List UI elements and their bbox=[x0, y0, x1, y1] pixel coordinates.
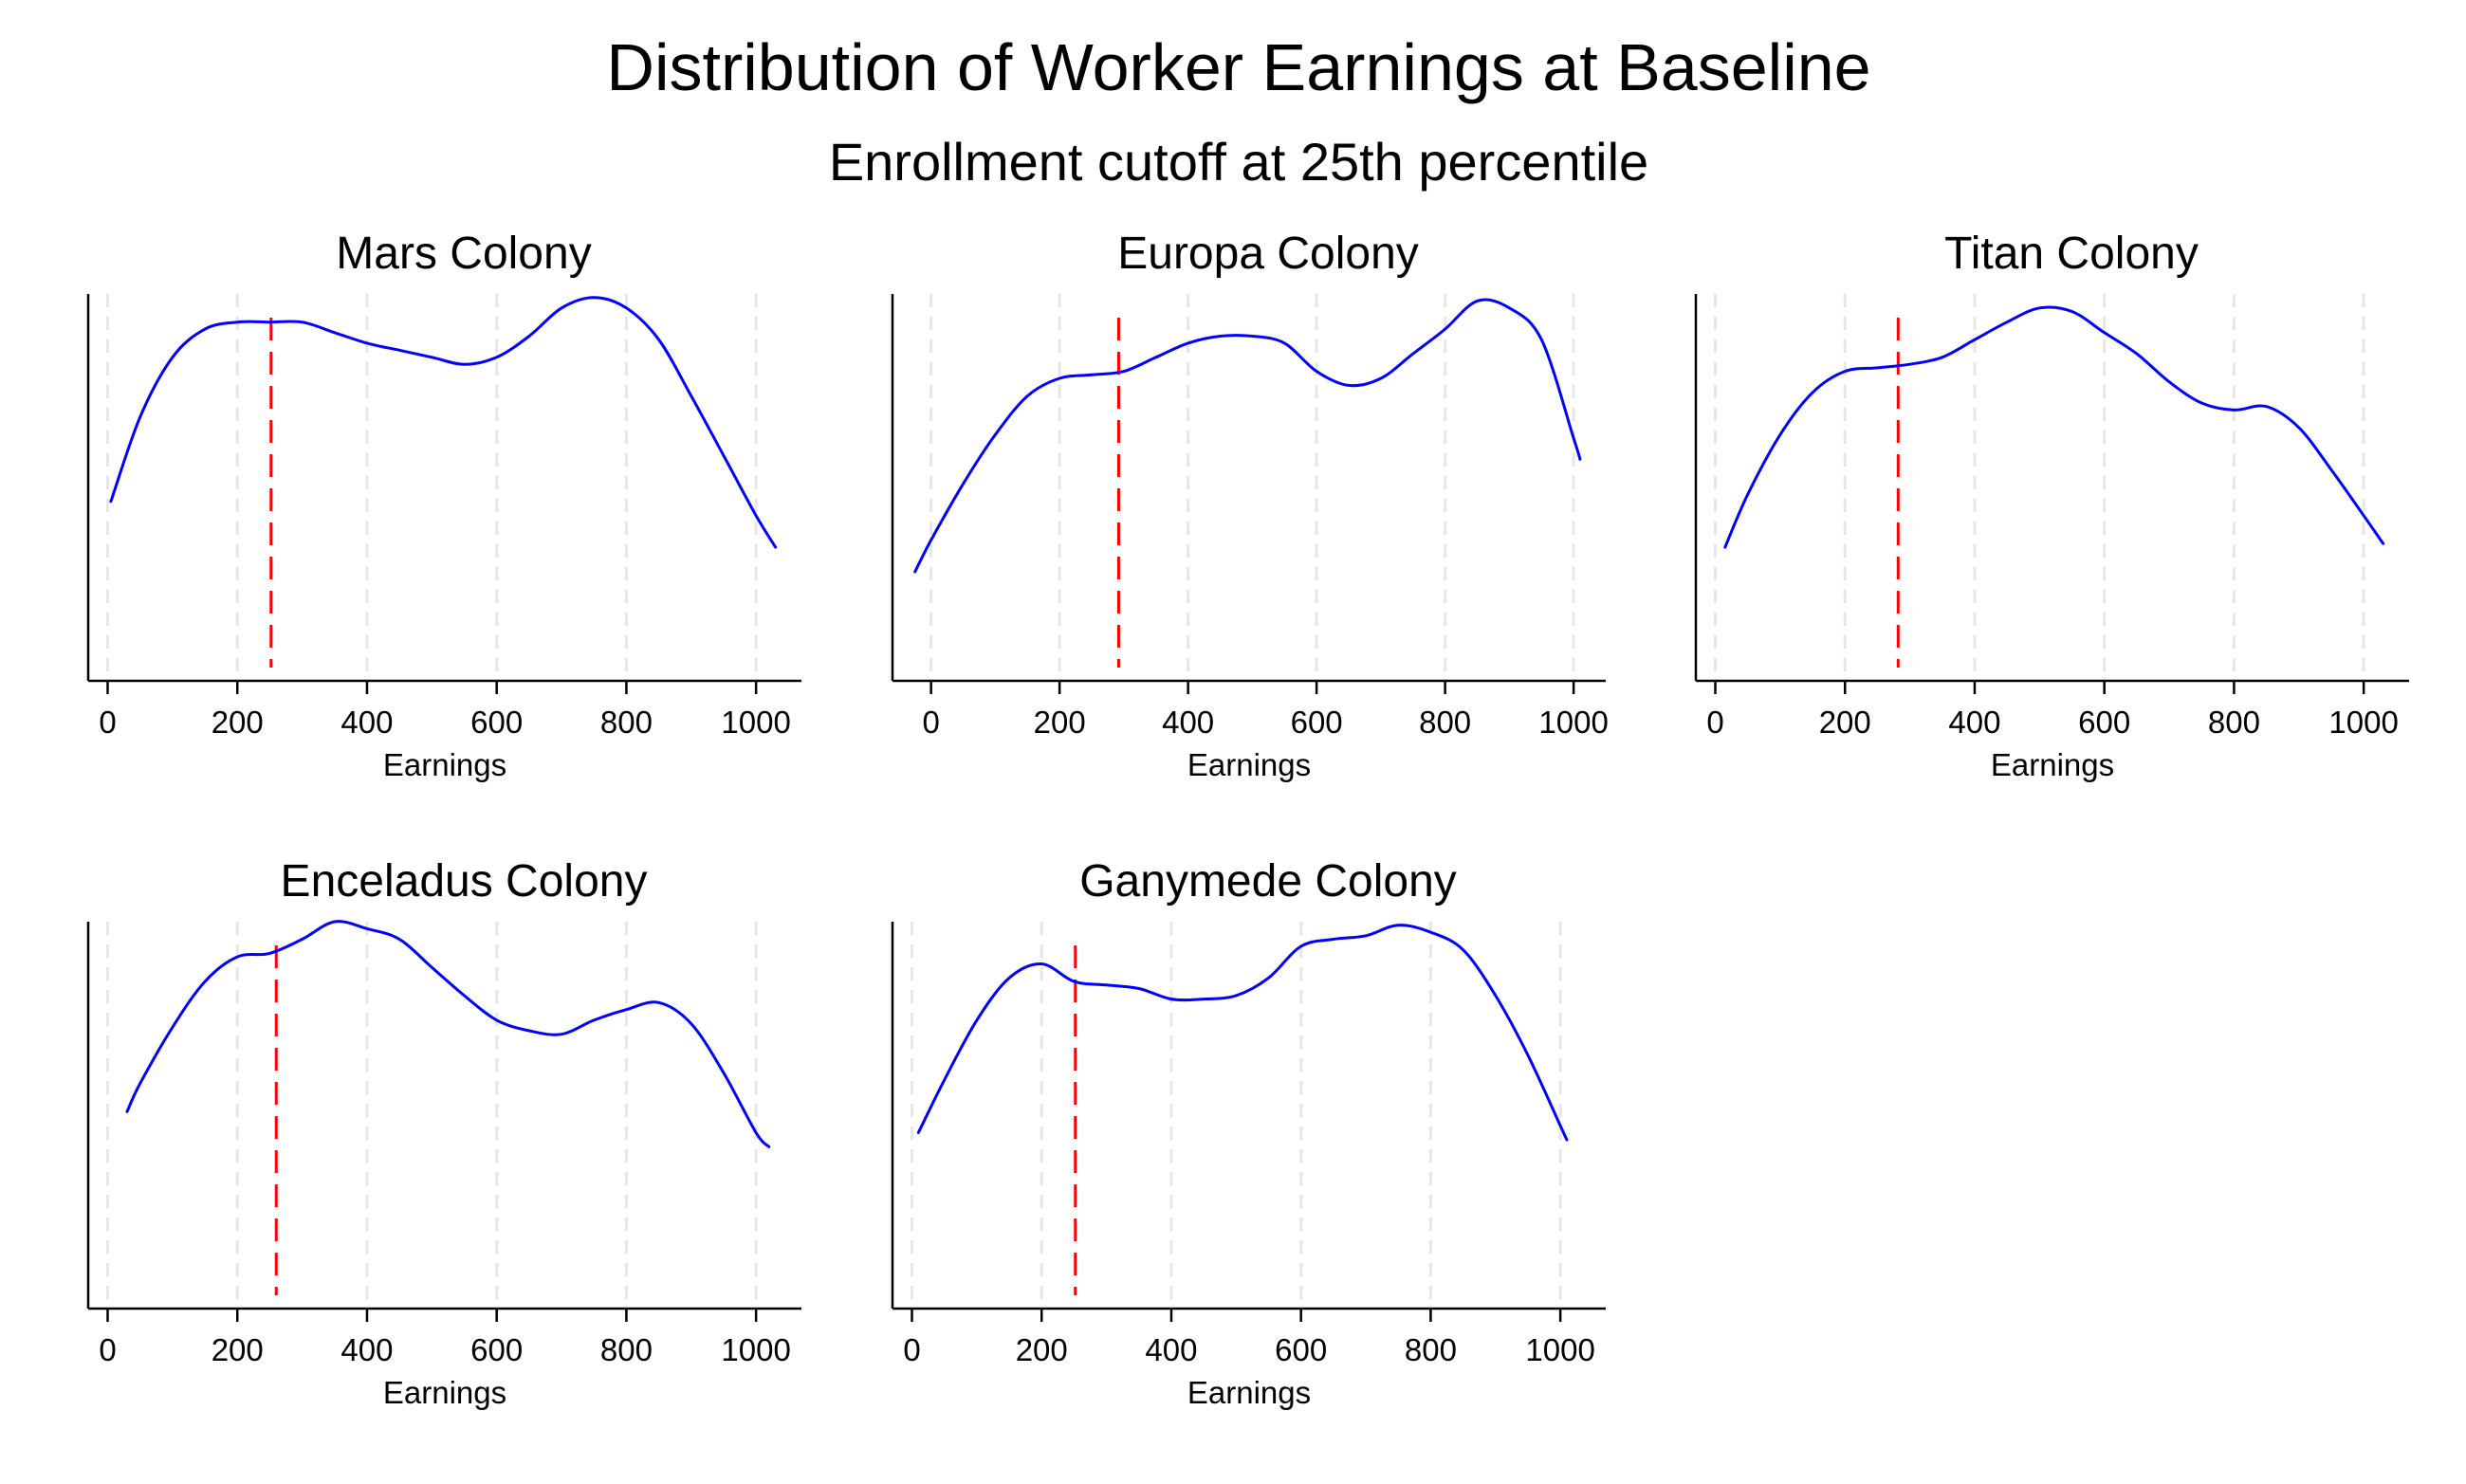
panel-titan: Titan Colony 0 200 400 600 800 1000 Earnings bbox=[1694, 229, 2409, 782]
x-tick-label: 200 bbox=[1034, 705, 1086, 740]
x-tick-label: 0 bbox=[99, 705, 116, 740]
x-tick-label: 1000 bbox=[721, 705, 790, 740]
x-tick-label: 800 bbox=[600, 1332, 653, 1367]
x-tick-label: 600 bbox=[470, 1332, 523, 1367]
density-line bbox=[109, 296, 778, 549]
x-tick-label: 1000 bbox=[721, 1332, 790, 1367]
x-tick-label: 600 bbox=[2078, 705, 2130, 740]
panel-title-europa: Europa Colony bbox=[1117, 229, 1419, 279]
x-tick-label: 1000 bbox=[2328, 705, 2398, 740]
x-axis-label: Earnings bbox=[1187, 747, 1311, 782]
x-tick-label: 400 bbox=[1162, 705, 1214, 740]
x-tick-label: 0 bbox=[922, 705, 939, 740]
x-tick-label: 800 bbox=[1419, 705, 1471, 740]
x-tick-label: 600 bbox=[470, 705, 523, 740]
x-tick-label: 1000 bbox=[1525, 1332, 1594, 1367]
panel-title-titan: Titan Colony bbox=[1944, 229, 2199, 279]
x-tick-label: 1000 bbox=[1538, 705, 1608, 740]
x-tick-label: 800 bbox=[1405, 1332, 1457, 1367]
panel-title-mars: Mars Colony bbox=[336, 229, 591, 279]
x-tick-label: 800 bbox=[600, 705, 653, 740]
x-tick-label: 600 bbox=[1291, 705, 1343, 740]
x-tick-label: 0 bbox=[1706, 705, 1723, 740]
x-axis-label: Earnings bbox=[1991, 747, 2114, 782]
figure-title: Distribution of Worker Earnings at Basel… bbox=[606, 30, 1870, 104]
x-tick-label: 200 bbox=[1819, 705, 1871, 740]
panel-title-enceladus: Enceladus Colony bbox=[281, 856, 648, 907]
x-tick-label: 200 bbox=[1016, 1332, 1068, 1367]
panel-ganymede: Ganymede Colony 0 200 400 600 800 1000 Earnings bbox=[891, 856, 1606, 1410]
figure-subtitle: Enrollment cutoff at 25th percentile bbox=[829, 132, 1648, 192]
x-tick-label: 200 bbox=[212, 705, 264, 740]
panel-title-ganymede: Ganymede Colony bbox=[1079, 856, 1457, 907]
x-axis-label: Earnings bbox=[1187, 1375, 1311, 1410]
x-tick-label: 200 bbox=[212, 1332, 264, 1367]
x-tick-label: 400 bbox=[340, 705, 393, 740]
density-line bbox=[1723, 305, 2385, 549]
panel-enceladus: Enceladus Colony 0 200 400 600 800 1000 Earning… bbox=[86, 856, 801, 1410]
x-tick-label: 400 bbox=[340, 1332, 393, 1367]
panel-mars: Mars Colony 0 200 400 600 800 1000 Earnings bbox=[86, 229, 801, 782]
panel-europa: Europa Colony 0 200 400 600 800 1000 Earnings bbox=[891, 229, 1609, 782]
density-line bbox=[125, 920, 771, 1148]
x-tick-label: 400 bbox=[1145, 1332, 1197, 1367]
x-tick-label: 0 bbox=[903, 1332, 920, 1367]
x-axis-label: Earnings bbox=[383, 747, 506, 782]
x-tick-label: 0 bbox=[99, 1332, 116, 1367]
density-line bbox=[916, 924, 1569, 1142]
x-tick-label: 400 bbox=[1948, 705, 2000, 740]
x-tick-label: 800 bbox=[2208, 705, 2260, 740]
density-line bbox=[913, 298, 1582, 574]
x-axis-label: Earnings bbox=[383, 1375, 506, 1410]
x-tick-label: 600 bbox=[1275, 1332, 1327, 1367]
